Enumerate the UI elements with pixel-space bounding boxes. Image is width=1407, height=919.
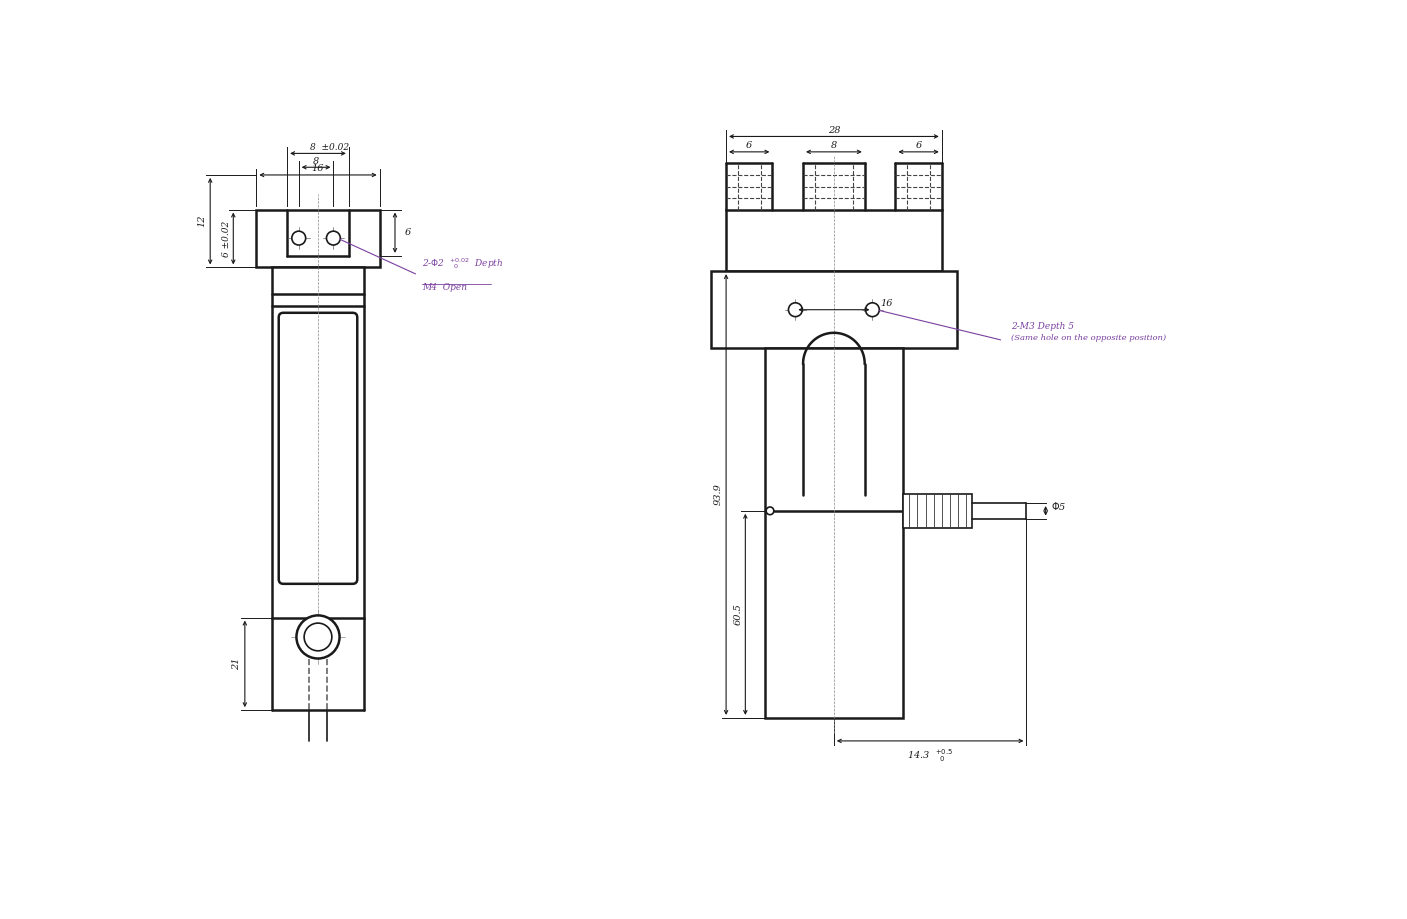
- FancyBboxPatch shape: [279, 312, 357, 584]
- Bar: [903, 494, 972, 528]
- Text: 8  ±0.02: 8 ±0.02: [310, 142, 349, 152]
- Text: 2-M3 Depth 5: 2-M3 Depth 5: [1012, 323, 1074, 331]
- Circle shape: [297, 616, 339, 659]
- Text: M4  Open: M4 Open: [422, 283, 467, 291]
- Bar: [256, 210, 380, 267]
- Text: 8: 8: [830, 142, 837, 150]
- Text: 12: 12: [197, 215, 207, 227]
- Circle shape: [326, 232, 340, 245]
- Text: 16: 16: [312, 165, 324, 174]
- Circle shape: [788, 302, 802, 317]
- Text: 8: 8: [312, 156, 319, 165]
- Text: 6: 6: [916, 142, 922, 150]
- Text: 6: 6: [746, 142, 753, 150]
- Text: 6: 6: [404, 228, 411, 237]
- Text: 21: 21: [232, 658, 241, 670]
- Text: 28: 28: [827, 126, 840, 135]
- Text: 60.5: 60.5: [734, 604, 743, 625]
- Text: 93.9: 93.9: [713, 483, 722, 505]
- Text: 6 ±0.02: 6 ±0.02: [222, 221, 231, 256]
- Text: $\Phi$5: $\Phi$5: [1051, 500, 1067, 512]
- Text: 14.3  $^{+0.5}_{\ \ 0}$: 14.3 $^{+0.5}_{\ \ 0}$: [908, 747, 953, 764]
- Circle shape: [291, 232, 305, 245]
- Circle shape: [767, 507, 774, 515]
- Bar: [711, 271, 957, 348]
- Circle shape: [304, 623, 332, 651]
- Text: (Same hole on the opposite position): (Same hole on the opposite position): [1012, 335, 1166, 343]
- Text: 16: 16: [881, 299, 892, 308]
- Bar: [726, 210, 941, 271]
- Text: 2-$\Phi$2  $^{+0.02}_{\ \ 0}$  Depth: 2-$\Phi$2 $^{+0.02}_{\ \ 0}$ Depth: [422, 256, 504, 271]
- Bar: [272, 267, 364, 618]
- Bar: [764, 348, 903, 718]
- Circle shape: [865, 302, 879, 317]
